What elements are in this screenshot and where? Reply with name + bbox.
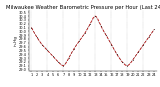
Title: Milwaukee Weather Barometric Pressure per Hour (Last 24 Hours): Milwaukee Weather Barometric Pressure pe… bbox=[6, 5, 160, 10]
Y-axis label: in-Hg: in-Hg bbox=[14, 35, 18, 46]
